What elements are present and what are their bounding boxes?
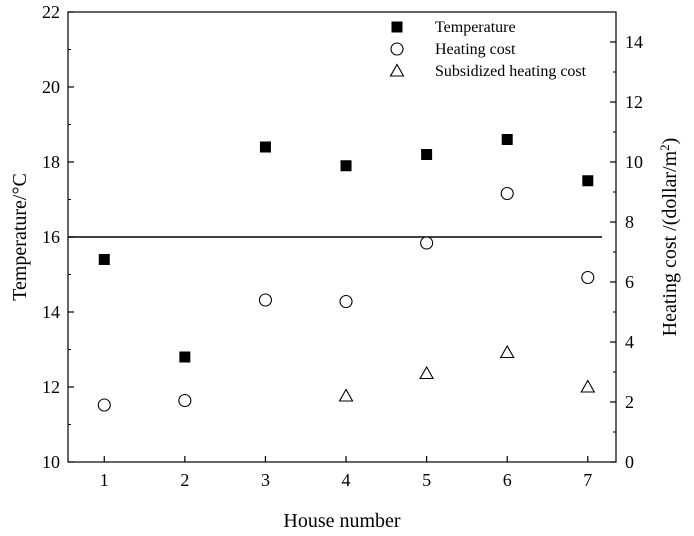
temperature-point-3 bbox=[259, 141, 271, 153]
x-tick-label-1: 1 bbox=[100, 470, 109, 490]
legend-marker-temperature bbox=[391, 21, 403, 33]
legend-label-temperature: Temperature bbox=[435, 19, 516, 36]
x-tick-label-5: 5 bbox=[422, 470, 431, 490]
left-tick-label-22: 22 bbox=[42, 2, 60, 22]
legend-label-heating-cost: Heating cost bbox=[435, 41, 516, 58]
temperature-point-7 bbox=[582, 175, 594, 187]
heating-cost-point-2 bbox=[178, 393, 192, 408]
heating-cost-point-6 bbox=[500, 186, 514, 201]
right-tick-label-2: 2 bbox=[625, 392, 634, 412]
right-tick-label-6: 6 bbox=[625, 272, 634, 292]
right-tick-label-10: 10 bbox=[625, 152, 643, 172]
legend-marker-heating-cost bbox=[390, 42, 404, 56]
subsidized-heating-cost-point-7 bbox=[580, 379, 596, 393]
left-tick-label-10: 10 bbox=[42, 452, 60, 472]
right-tick-label-14: 14 bbox=[625, 32, 643, 52]
x-tick-label-3: 3 bbox=[261, 470, 270, 490]
x-tick-label-6: 6 bbox=[503, 470, 512, 490]
temperature-point-4 bbox=[340, 160, 352, 172]
temperature-point-6 bbox=[501, 134, 513, 145]
legend-label-subsidized-heating-cost: Subsidized heating cost bbox=[435, 63, 587, 80]
legend-marker-subsidized-heating-cost bbox=[389, 63, 405, 77]
heating-cost-point-7 bbox=[581, 270, 595, 285]
legend: Temperature Heating cost Subsidized heatin… bbox=[389, 19, 587, 80]
heating-cost-point-4 bbox=[339, 294, 353, 309]
left-tick-label-20: 20 bbox=[42, 77, 60, 97]
x-tick-label-2: 2 bbox=[180, 470, 189, 490]
temperature-point-5 bbox=[421, 149, 433, 160]
left-tick-label-16: 16 bbox=[42, 227, 60, 247]
subsidized-heating-cost-point-6 bbox=[499, 344, 515, 359]
temperature-point-2 bbox=[179, 351, 191, 363]
left-tick-label-12: 12 bbox=[42, 377, 60, 397]
right-tick-label-8: 8 bbox=[625, 212, 634, 232]
right-y-axis-title: Heating cost /(dollar/m2) bbox=[657, 138, 682, 337]
heating-cost-point-3 bbox=[258, 293, 272, 307]
x-axis-title: House number bbox=[283, 510, 401, 532]
right-y-axis-title-sup: 2 bbox=[657, 144, 672, 151]
left-tick-label-18: 18 bbox=[42, 152, 60, 172]
right-y-axis-title-suffix: ) bbox=[659, 138, 681, 145]
heating-cost-point-1 bbox=[97, 398, 111, 412]
right-tick-label-4: 4 bbox=[625, 332, 634, 352]
heating-cost-point-5 bbox=[420, 236, 434, 250]
subsidized-heating-cost-point-5 bbox=[419, 365, 435, 380]
right-tick-label-12: 12 bbox=[625, 92, 643, 112]
left-y-axis-title: Temperature/°C bbox=[9, 173, 31, 301]
x-tick-label-4: 4 bbox=[342, 470, 351, 490]
right-y-axis-title-prefix: Heating cost /(dollar/m bbox=[659, 150, 681, 336]
subsidized-heating-cost-point-4 bbox=[338, 388, 354, 402]
left-tick-label-14: 14 bbox=[42, 302, 60, 322]
temperature-point-1 bbox=[98, 254, 110, 265]
x-tick-label-7: 7 bbox=[583, 470, 592, 490]
right-tick-label-0: 0 bbox=[625, 452, 634, 472]
